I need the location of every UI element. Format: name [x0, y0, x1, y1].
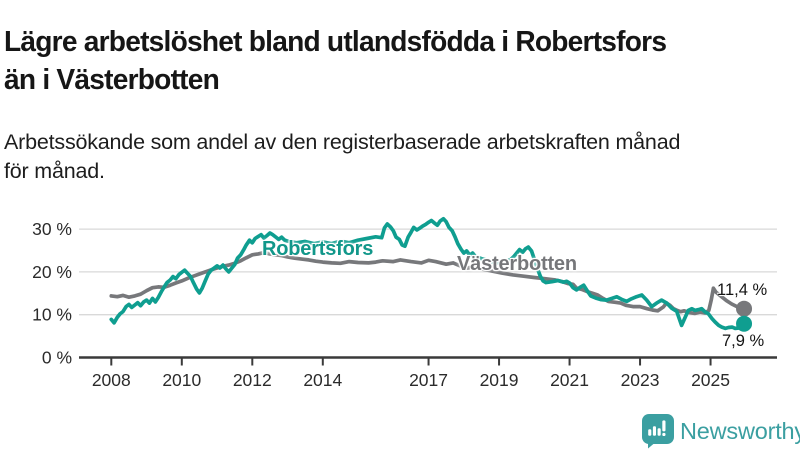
page-title: Lägre arbetslöshet bland utlandsfödda i … [4, 23, 772, 99]
x-tick-label: 2025 [691, 370, 730, 390]
title-line-1: Lägre arbetslöshet bland utlandsfödda i … [4, 26, 667, 59]
chart-subtitle: Arbetssökande som andel av den registerb… [4, 128, 796, 186]
x-tick-label: 2014 [303, 370, 342, 390]
x-tick-label: 2021 [550, 370, 589, 390]
series-line-robertsfors [109, 216, 746, 331]
x-tick-label: 2008 [92, 370, 131, 390]
subtitle-line-2: för månad. [4, 158, 105, 183]
x-tick-label: 2023 [621, 370, 660, 390]
end-dot-robertsfors [736, 315, 753, 332]
end-value-label-vasterbotten: 11,4 % [717, 281, 768, 299]
x-tick-label: 2010 [162, 370, 201, 390]
x-tick-label: 2017 [409, 370, 448, 390]
y-tick-label: 0 % [42, 348, 72, 368]
series-label-robertsfors: Robertsfors [262, 238, 374, 260]
y-tick-label: 20 % [32, 262, 72, 282]
y-tick-label: 10 % [32, 305, 72, 325]
y-tick-label: 30 % [32, 219, 72, 239]
end-value-label-robertsfors: 7,9 % [722, 332, 765, 350]
end-dot-västerbotten [736, 300, 753, 317]
series-label-vasterbotten: Västerbotten [457, 253, 577, 275]
x-tick-label: 2019 [480, 370, 519, 390]
title-line-2: än i Västerbotten [4, 64, 220, 97]
x-tick-label: 2012 [233, 370, 272, 390]
newsworthy-logo[interactable]: Newsworthy [640, 413, 800, 449]
subtitle-line-1: Arbetssökande som andel av den registerb… [4, 129, 681, 154]
newsworthy-wordmark: Newsworthy [680, 417, 800, 444]
newsworthy-logo-icon [640, 413, 674, 449]
